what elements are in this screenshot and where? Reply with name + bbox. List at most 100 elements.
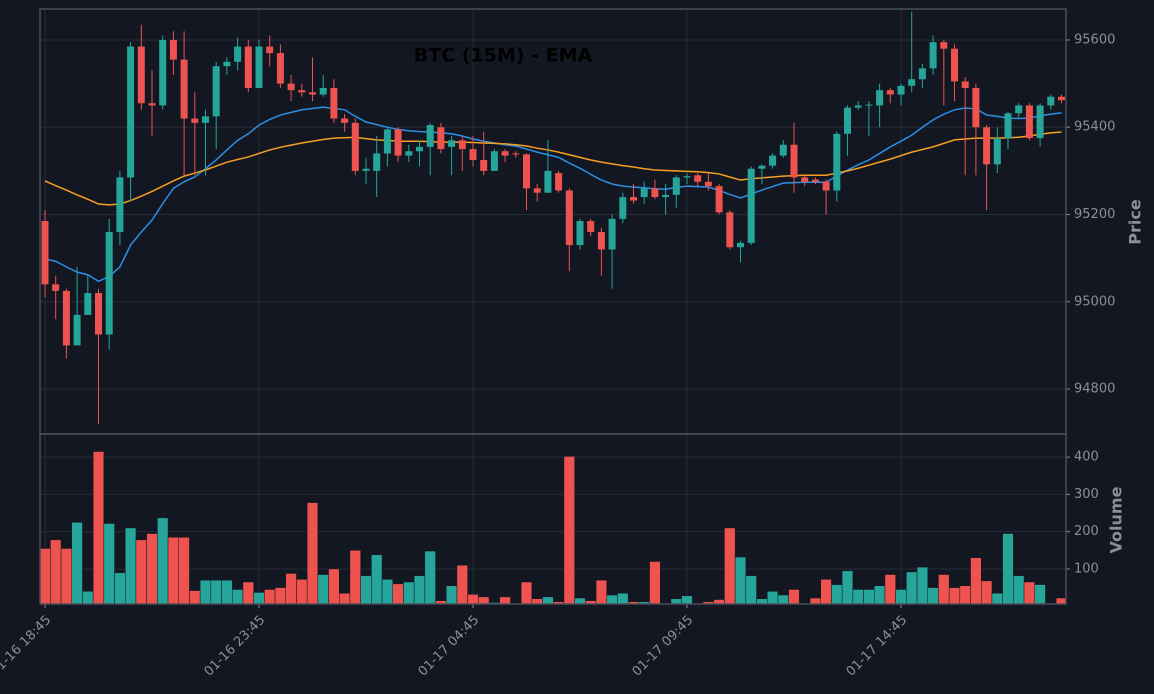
candle-body [73, 314, 81, 346]
volume-bar [467, 594, 479, 605]
candle-body [779, 144, 787, 156]
candle-body [52, 284, 60, 291]
volume-bar [456, 564, 468, 605]
candle-body [983, 127, 991, 165]
volume-bar [424, 550, 436, 605]
panel-frame [39, 433, 1067, 605]
candle-body [587, 221, 595, 232]
volume-bar [478, 596, 490, 605]
candle-body [565, 190, 573, 246]
candle-body [533, 188, 541, 193]
candle-body [341, 118, 349, 123]
volume-bar [296, 579, 308, 605]
candle-body [694, 175, 702, 182]
volume-bar [809, 597, 821, 605]
volume-bar [1055, 597, 1068, 605]
volume-bar [734, 556, 747, 605]
y-tick-label: 300 [1074, 487, 1099, 502]
ema-line [44, 131, 1062, 206]
volume-bar [306, 502, 319, 605]
volume-bar [349, 550, 361, 605]
candle-body [726, 212, 734, 248]
volume-bar [745, 575, 757, 605]
volume-bar [916, 566, 928, 605]
volume-bar [841, 570, 854, 605]
candle-body [769, 155, 777, 166]
candle-body [523, 154, 530, 189]
candle-body [651, 188, 659, 198]
volume-bar [381, 579, 393, 605]
candle-body [416, 146, 423, 152]
candle-body [918, 68, 926, 80]
candle-body [95, 293, 102, 335]
candle-body [1058, 96, 1065, 101]
chart-title: BTC (15M) - EMA [414, 45, 593, 67]
volume-bar [317, 574, 329, 605]
volume-bar [724, 527, 736, 605]
volume-bar [970, 557, 982, 605]
volume-bar [531, 598, 543, 605]
candle-body [351, 122, 359, 171]
volume-bar [403, 581, 415, 605]
volume-bar [210, 579, 222, 605]
volume-bar [606, 594, 618, 605]
volume-bar [39, 548, 51, 605]
volume-bar [670, 598, 682, 605]
candle-body [330, 87, 338, 119]
candle-body [212, 66, 220, 117]
volume-bar [820, 579, 832, 605]
volume-bar [681, 595, 693, 605]
volume-bar [242, 581, 254, 605]
volume-bar [71, 522, 83, 605]
candle-body [790, 144, 798, 178]
candle-body [897, 85, 905, 95]
candle-body [244, 46, 252, 88]
volume-bar [756, 598, 768, 605]
candle-body [715, 186, 723, 213]
volume-bar [157, 517, 169, 605]
volume-bar [927, 587, 939, 605]
candle-body [234, 46, 242, 62]
volume-bar [906, 571, 918, 605]
volume-bar [221, 579, 233, 605]
volume-bar [1023, 581, 1036, 605]
candle-body [929, 42, 937, 69]
candle-body [737, 242, 744, 248]
candle-body [822, 181, 830, 191]
y-tick-label: 95000 [1074, 294, 1115, 309]
candle-body [448, 140, 456, 147]
candle-body [191, 118, 199, 123]
volume-bar [92, 451, 105, 605]
candle-body [287, 83, 295, 91]
candle-body [223, 61, 231, 67]
candle-body [180, 59, 188, 119]
candle-body [62, 290, 70, 346]
candle-body [1004, 113, 1012, 139]
volume-bar [339, 592, 351, 605]
volume-bar [264, 589, 276, 605]
candle-body [597, 231, 605, 250]
volume-bar [232, 589, 244, 605]
ema-line [44, 106, 1062, 283]
volume-bar [852, 589, 864, 605]
y-tick-label: 95400 [1074, 120, 1115, 135]
volume-bar [649, 561, 661, 605]
volume-bar [274, 587, 286, 605]
candle-body [865, 104, 873, 106]
volume-bar [360, 575, 372, 605]
candle-body [298, 90, 306, 93]
volume-bar [895, 589, 907, 605]
volume-bar [1034, 584, 1046, 605]
volume-bar [959, 585, 971, 605]
candle-body [405, 151, 413, 156]
volume-bar [767, 591, 779, 605]
candle-body [458, 140, 466, 150]
candle-body [373, 153, 381, 171]
y-tick-label: 94800 [1074, 382, 1115, 397]
candle-body [844, 107, 851, 134]
volume-bar [874, 585, 886, 605]
y-tick-label: 100 [1074, 561, 1099, 576]
candle-body [437, 127, 445, 150]
